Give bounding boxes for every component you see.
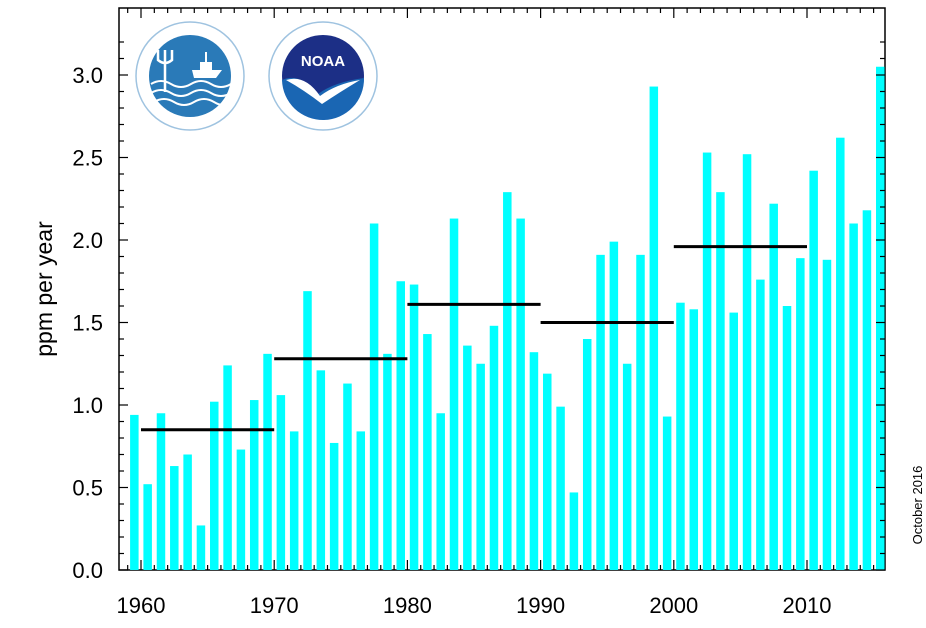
- noaa-logo-text: NOAA: [301, 53, 345, 70]
- bar-1998: [649, 86, 659, 571]
- x-tick-label: 2000: [649, 593, 698, 618]
- bar-2009: [796, 258, 805, 570]
- bar-1980: [409, 284, 419, 570]
- y-tick-label: 1.5: [72, 311, 103, 336]
- bar-1978: [383, 353, 392, 570]
- bar-1991: [556, 406, 565, 570]
- bar-1977: [369, 223, 379, 570]
- bar-1967: [236, 449, 246, 570]
- x-tick-label: 1960: [117, 593, 166, 618]
- bar-1969: [263, 353, 272, 570]
- bar-1963: [183, 454, 192, 570]
- bar-1982: [436, 413, 445, 570]
- y-tick-label: 2.5: [72, 146, 103, 171]
- bar-2014: [862, 210, 872, 571]
- bar-2013: [849, 223, 858, 570]
- bar-1999: [662, 416, 672, 570]
- bar-2006: [756, 279, 765, 570]
- bar-1989: [529, 352, 539, 570]
- bar-1975: [343, 383, 352, 570]
- bar-1983: [449, 218, 459, 571]
- bar-1993: [582, 339, 592, 570]
- bar-1962: [170, 466, 179, 570]
- bar-1974: [329, 442, 339, 570]
- y-axis-title: ppm per year: [31, 221, 57, 357]
- bar-1972: [303, 291, 312, 570]
- bar-1995: [609, 241, 619, 570]
- bar-1979: [396, 281, 405, 570]
- bar-1964: [196, 525, 206, 570]
- y-axis-ticks: 0.0 0.5 1.0 1.5 2.0 2.5 3.0: [72, 41, 885, 583]
- x-tick-label: 1980: [383, 593, 432, 618]
- bar-2010: [809, 170, 818, 570]
- x-tick-label: 2010: [783, 593, 832, 618]
- bar-1986: [489, 325, 499, 570]
- y-tick-label: 0.5: [72, 476, 103, 501]
- y-tick-label: 0.0: [72, 558, 103, 583]
- bar-1981: [423, 334, 432, 570]
- scripps-logo: [135, 21, 245, 131]
- bar-1988: [516, 218, 525, 571]
- bar-1973: [316, 370, 326, 570]
- bar-1970: [276, 395, 286, 570]
- y-tick-label: 3.0: [72, 63, 103, 88]
- bar-1971: [289, 431, 299, 570]
- date-note: October 2016: [910, 466, 925, 545]
- bar-1997: [636, 254, 645, 570]
- x-tick-label: 1990: [516, 593, 565, 618]
- bar-2012: [836, 137, 845, 570]
- bar-1976: [356, 431, 366, 570]
- bar-1961: [156, 413, 166, 570]
- bar-1960: [143, 484, 152, 570]
- bar-2001: [689, 309, 699, 570]
- y-tick-label: 1.0: [72, 393, 103, 418]
- bar-series: [130, 66, 885, 571]
- bar-2005: [742, 154, 752, 570]
- bar-2011: [822, 259, 832, 570]
- bar-2002: [702, 152, 712, 571]
- bar-1987: [503, 192, 512, 570]
- bar-1985: [476, 363, 485, 570]
- bar-1992: [569, 492, 579, 570]
- x-axis-ticks: 1960 1970 1980 1990 2000 2010: [117, 8, 875, 618]
- bar-1968: [249, 400, 259, 570]
- bar-2004: [729, 312, 738, 570]
- bar-1990: [543, 373, 552, 570]
- y-tick-label: 2.0: [72, 228, 103, 253]
- bar-2003: [716, 192, 725, 570]
- bar-2000: [676, 302, 685, 570]
- bar-1959: [130, 414, 139, 570]
- decade-average-lines: [141, 245, 807, 432]
- bar-1965: [210, 401, 219, 570]
- bar-2008: [782, 306, 792, 570]
- bar-1966: [223, 365, 232, 570]
- noaa-logo: NOAA: [268, 21, 378, 131]
- x-tick-label: 1970: [250, 593, 299, 618]
- bar-2007: [769, 203, 778, 570]
- bar-1996: [622, 363, 632, 570]
- bar-2015: [876, 66, 885, 570]
- bar-1984: [463, 345, 472, 570]
- bar-1994: [596, 254, 605, 570]
